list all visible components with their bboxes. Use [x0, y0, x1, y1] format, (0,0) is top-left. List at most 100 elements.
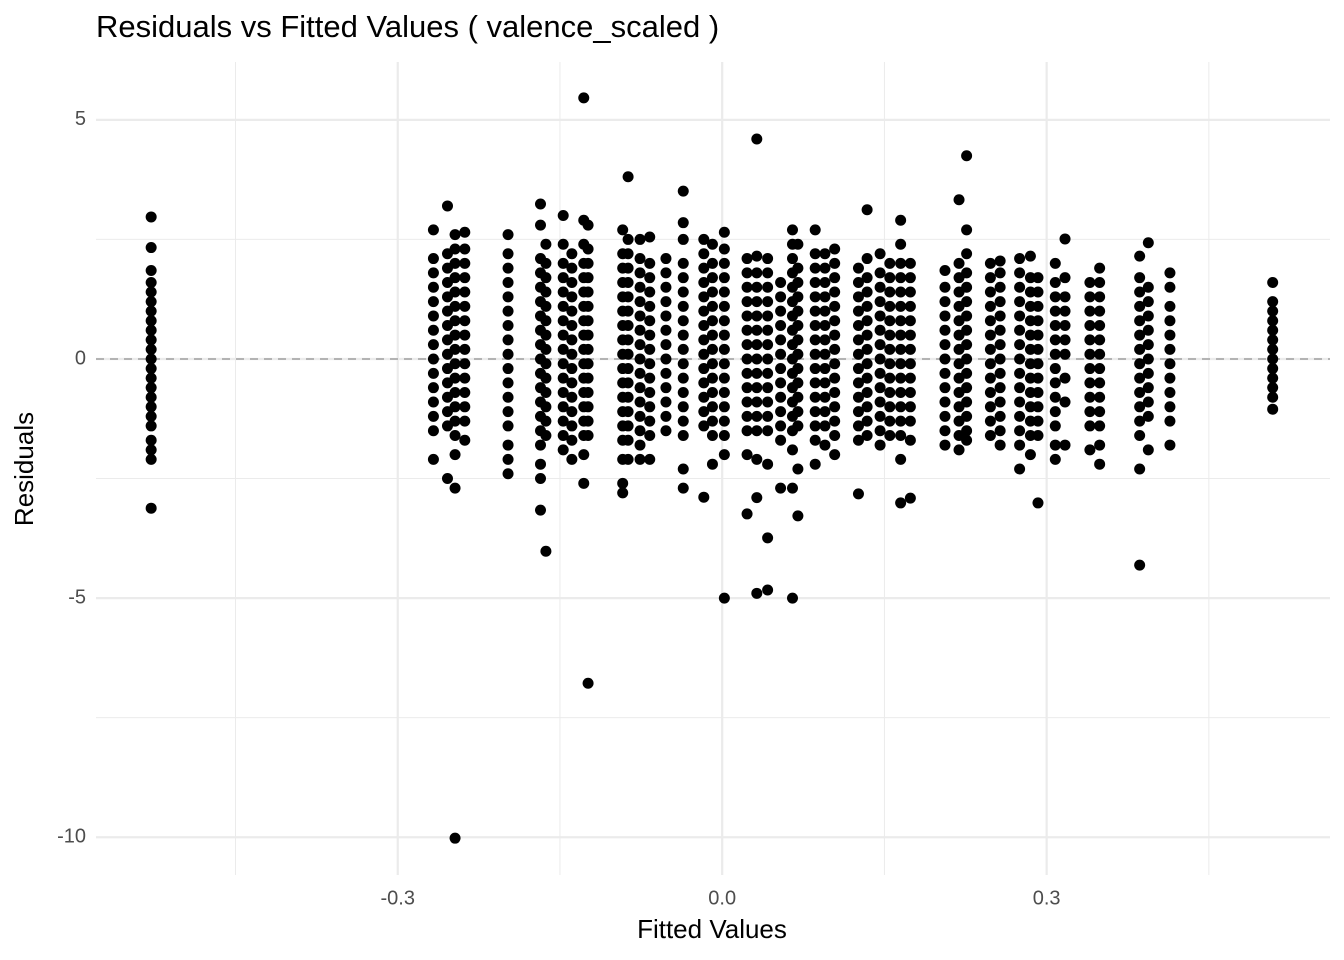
point	[557, 386, 569, 398]
point	[775, 434, 787, 446]
point	[1134, 415, 1146, 427]
point	[557, 315, 569, 327]
point	[762, 281, 774, 293]
point	[1164, 439, 1176, 451]
point	[829, 372, 841, 384]
point	[634, 439, 646, 451]
point	[994, 255, 1006, 267]
point	[1142, 237, 1154, 249]
point	[762, 296, 774, 308]
point	[706, 329, 718, 341]
point	[582, 286, 594, 298]
point	[145, 502, 157, 514]
point	[1024, 343, 1036, 355]
point	[874, 296, 886, 308]
point	[961, 150, 973, 162]
point	[449, 415, 461, 427]
point	[566, 406, 578, 418]
point	[829, 343, 841, 355]
point	[884, 415, 896, 427]
point	[1024, 449, 1036, 461]
point	[984, 315, 996, 327]
point	[984, 401, 996, 413]
point	[751, 453, 763, 465]
point	[677, 272, 689, 284]
point	[1024, 300, 1036, 312]
point	[939, 382, 951, 394]
point	[874, 396, 886, 408]
point	[751, 425, 763, 437]
point	[819, 439, 831, 451]
point	[895, 286, 907, 298]
point	[502, 391, 514, 403]
point	[557, 372, 569, 384]
point	[1059, 372, 1071, 384]
point	[852, 488, 864, 500]
point	[1059, 305, 1071, 317]
point	[582, 386, 594, 398]
point	[884, 430, 896, 442]
point	[540, 415, 552, 427]
point	[1049, 305, 1061, 317]
point	[1024, 386, 1036, 398]
point	[557, 238, 569, 250]
point	[884, 300, 896, 312]
point	[578, 92, 590, 104]
point	[427, 224, 439, 236]
point	[819, 305, 831, 317]
point	[1032, 329, 1044, 341]
point	[502, 334, 514, 346]
point	[1164, 343, 1176, 355]
point	[718, 257, 730, 269]
point	[939, 324, 951, 336]
point	[634, 281, 646, 293]
point	[895, 386, 907, 398]
point	[718, 430, 730, 442]
point	[775, 305, 787, 317]
y-tick-label: 0	[75, 347, 86, 369]
point	[502, 320, 514, 332]
point	[634, 410, 646, 422]
point	[792, 291, 804, 303]
point	[1059, 396, 1071, 408]
point	[622, 348, 634, 360]
point	[809, 377, 821, 389]
point	[994, 425, 1006, 437]
point	[634, 296, 646, 308]
point	[502, 348, 514, 360]
point	[502, 276, 514, 288]
point	[145, 334, 157, 346]
point	[677, 386, 689, 398]
point	[895, 257, 907, 269]
point	[617, 477, 629, 489]
point	[861, 343, 873, 355]
point	[634, 233, 646, 245]
point	[698, 334, 710, 346]
point	[1032, 415, 1044, 427]
point	[1142, 367, 1154, 379]
point	[706, 401, 718, 413]
point	[861, 315, 873, 327]
point	[718, 343, 730, 355]
point	[459, 401, 471, 413]
point	[884, 315, 896, 327]
point	[775, 320, 787, 332]
point	[1164, 315, 1176, 327]
point	[622, 406, 634, 418]
point	[706, 358, 718, 370]
point	[792, 305, 804, 317]
point	[145, 410, 157, 422]
point	[660, 267, 672, 279]
point	[427, 396, 439, 408]
point	[582, 401, 594, 413]
point	[502, 439, 514, 451]
point	[895, 430, 907, 442]
point	[1014, 382, 1026, 394]
point	[1049, 420, 1061, 432]
point	[861, 300, 873, 312]
point	[1032, 386, 1044, 398]
point	[441, 473, 453, 485]
point	[1164, 267, 1176, 279]
point	[775, 363, 787, 375]
